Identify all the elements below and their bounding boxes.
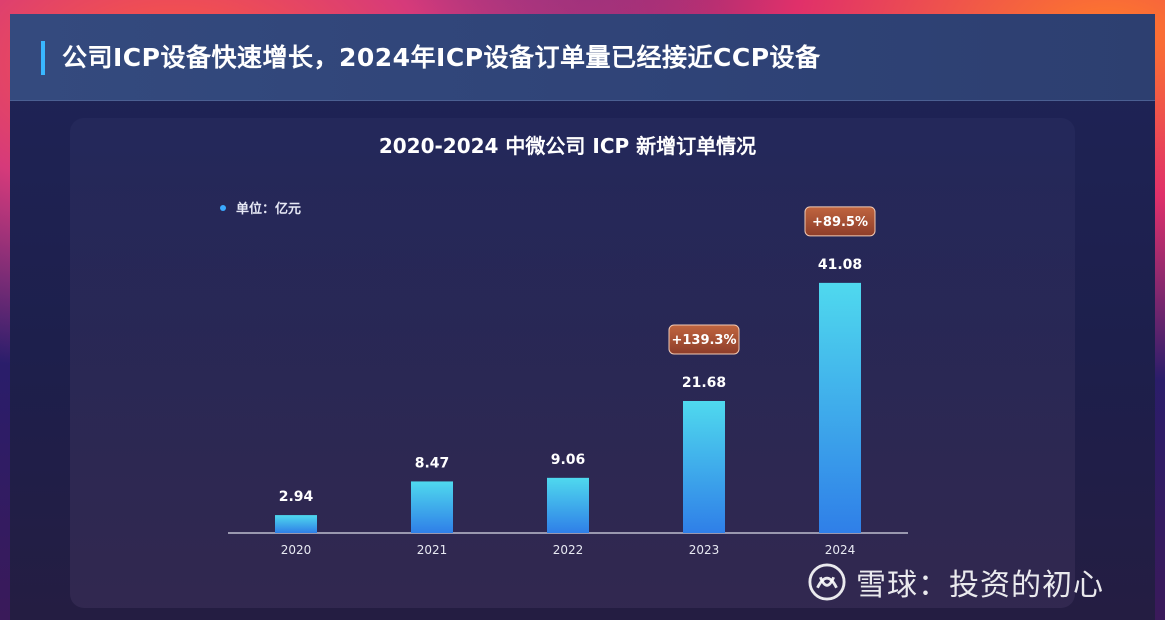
bar-2021	[411, 481, 453, 533]
unit-dot-icon	[220, 204, 226, 211]
bar-2023	[683, 400, 725, 533]
unit-label: 单位：亿元	[220, 198, 301, 217]
watermark: 雪球：投资的初心	[808, 560, 1104, 606]
value-label-2021: 8.47	[415, 455, 450, 471]
header-accent-bar	[41, 41, 45, 75]
value-label-2024: 41.08	[818, 257, 862, 273]
growth-badge-2023	[668, 324, 740, 355]
x-tick-label-2021: 2021	[417, 543, 448, 557]
value-label-2020: 2.94	[279, 489, 314, 505]
chart-title: 2020-2024 中微公司 ICP 新增订单情况	[378, 134, 757, 158]
bar-2022	[547, 477, 589, 533]
page-title: 公司ICP设备快速增长，2024年ICP设备订单量已经接近CCP设备	[62, 43, 821, 72]
growth-label-2023: +139.3%	[671, 333, 736, 348]
bar-2024	[819, 282, 861, 533]
x-tick-label-2022: 2022	[553, 543, 584, 557]
growth-label-2024: +89.5%	[812, 215, 868, 230]
unit-text: 单位：亿元	[236, 202, 302, 217]
watermark-text: 雪球：投资的初心	[856, 568, 1104, 603]
snowball-logo-icon	[808, 563, 846, 601]
x-tick-label-2020: 2020	[281, 543, 312, 557]
x-tick-label-2024: 2024	[825, 543, 856, 557]
growth-badge-2024	[804, 206, 876, 237]
slide: 公司ICP设备快速增长，2024年ICP设备订单量已经接近CCP设备	[10, 14, 1155, 620]
value-label-2022: 9.06	[551, 452, 586, 468]
header: 公司ICP设备快速增长，2024年ICP设备订单量已经接近CCP设备	[10, 14, 1155, 101]
value-label-2023: 21.68	[682, 375, 726, 391]
x-tick-label-2023: 2023	[689, 543, 720, 557]
bar-2020	[275, 515, 317, 533]
